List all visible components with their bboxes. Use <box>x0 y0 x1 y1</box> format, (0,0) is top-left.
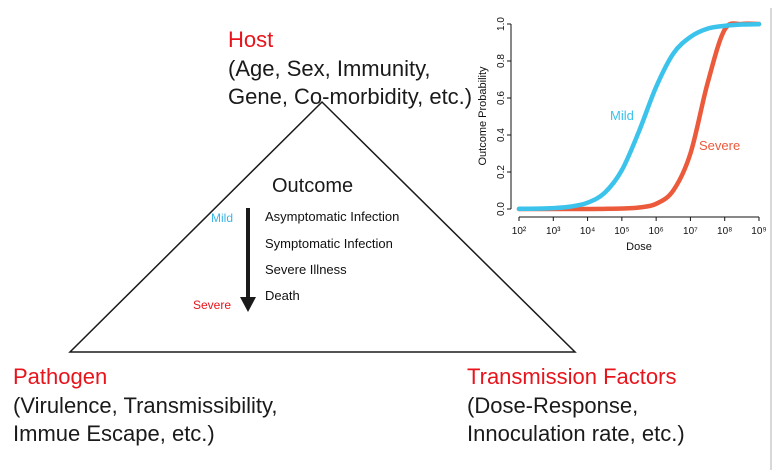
outcome-severe-label: Severe <box>193 298 231 312</box>
transmission-title: Transmission Factors <box>467 364 676 389</box>
series-line-severe <box>516 21 762 212</box>
y-tick-label: 0.8 <box>496 54 507 68</box>
x-tick-label: 10⁶ <box>649 226 664 237</box>
series-label-severe: Severe <box>699 138 740 153</box>
y-tick-label: 1.0 <box>496 17 507 31</box>
transmission-line1: (Dose-Response, <box>467 393 638 418</box>
pathogen-line2: Immue Escape, etc.) <box>13 421 215 446</box>
outcome-item: Severe Illness <box>265 262 347 277</box>
severity-arrow-icon <box>240 297 256 312</box>
x-axis-label: Dose <box>626 241 652 253</box>
x-tick-label: 10⁵ <box>614 226 629 237</box>
dose-response-chart: 10² 10³ 10⁴ 10⁵ 10⁶ 10⁷ 10⁸ 10⁹ 0.0 0.2 0.4 0.6 0.8 1… <box>477 17 767 253</box>
y-axis-label: Outcome Probability <box>477 66 489 166</box>
transmission-line2: Innoculation rate, etc.) <box>467 421 685 446</box>
outcome-title: Outcome <box>272 175 353 197</box>
y-tick-label: 0.6 <box>496 91 507 105</box>
x-tick-label: 10⁸ <box>717 226 732 237</box>
pathogen-title: Pathogen <box>13 364 107 389</box>
pathogen-line1: (Virulence, Transmissibility, <box>13 393 277 418</box>
epidemiologic-triangle <box>68 100 577 353</box>
x-tick-label: 10² <box>512 226 527 237</box>
y-tick-label: 0.0 <box>496 202 507 216</box>
x-tick-label: 10⁹ <box>751 226 766 237</box>
y-tick-label: 0.4 <box>496 128 507 142</box>
x-tick-label: 10³ <box>546 226 561 237</box>
host-line2: Gene, Co-morbidity, etc.) <box>228 84 472 109</box>
outcome-item: Asymptomatic Infection <box>265 209 399 224</box>
y-tick-label: 0.2 <box>496 165 507 179</box>
outcome-item: Death <box>265 288 300 303</box>
x-tick-label: 10⁷ <box>683 226 698 237</box>
series-line-mild <box>516 21 762 212</box>
series-label-mild: Mild <box>610 108 634 123</box>
host-title: Host <box>228 27 273 52</box>
host-line1: (Age, Sex, Immunity, <box>228 56 431 81</box>
x-tick-label: 10⁴ <box>580 226 595 237</box>
outcome-item: Symptomatic Infection <box>265 236 393 251</box>
outcome-mild-label: Mild <box>211 211 233 225</box>
